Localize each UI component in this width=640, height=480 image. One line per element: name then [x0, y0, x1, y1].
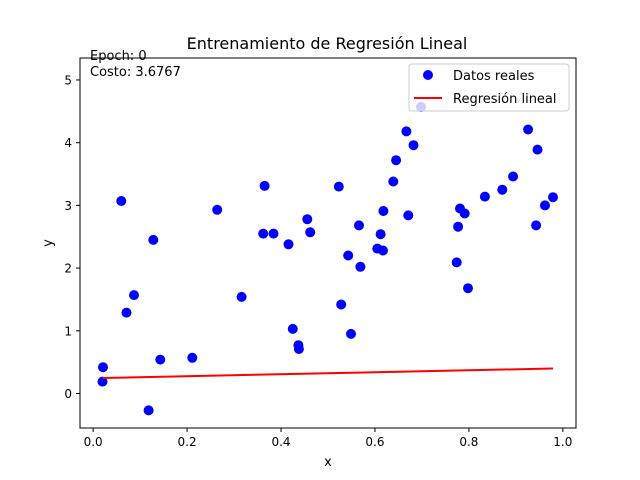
- data-point: [532, 144, 543, 155]
- data-point: [378, 206, 389, 216]
- axis-ticks: 0.0 0.2 0.4 0.6 0.8 1.0 0 1 2 3 4 5: [64, 73, 572, 449]
- data-point: [451, 257, 462, 268]
- data-point: [302, 214, 313, 225]
- data-point: [98, 362, 108, 373]
- data-point: [293, 344, 304, 354]
- legend-label-line: Regresión lineal: [453, 92, 557, 107]
- data-point: [391, 155, 402, 166]
- data-point: [463, 283, 473, 294]
- axes-frame: [79, 57, 577, 429]
- data-point: [268, 228, 279, 239]
- y-tick-label: 1: [64, 324, 72, 338]
- legend-marker-scatter: [423, 70, 433, 80]
- data-point: [283, 239, 294, 250]
- x-tick-label: 0.0: [84, 435, 103, 449]
- x-tick-label: 0.4: [271, 435, 290, 449]
- data-point: [343, 250, 354, 261]
- regression-line: [102, 367, 554, 379]
- y-tick-label: 0: [64, 387, 72, 401]
- data-point: [453, 221, 464, 232]
- plot-area: [97, 101, 558, 416]
- data-point: [155, 354, 166, 365]
- legend-label-scatter: Datos reales: [453, 69, 535, 84]
- data-point: [236, 291, 247, 302]
- x-tick-label: 1.0: [553, 435, 572, 449]
- data-point: [508, 171, 519, 182]
- x-axis-label: x: [324, 455, 332, 470]
- data-point: [305, 227, 316, 238]
- epoch-annotation: Epoch: 0: [90, 49, 147, 64]
- data-point: [129, 290, 139, 301]
- data-point: [531, 220, 542, 231]
- data-point: [116, 196, 127, 206]
- data-point: [212, 204, 223, 215]
- legend-box: [408, 63, 570, 112]
- data-point: [346, 328, 356, 339]
- data-point: [479, 191, 490, 202]
- data-point: [378, 245, 388, 256]
- data-point: [497, 184, 508, 195]
- data-point: [187, 352, 198, 363]
- data-point: [97, 376, 108, 387]
- cost-annotation: Costo: 3.6767: [90, 65, 181, 80]
- data-point: [403, 210, 414, 221]
- data-point: [375, 229, 386, 240]
- legend: Datos reales Regresión lineal: [408, 63, 570, 112]
- y-tick-label: 5: [64, 73, 72, 87]
- y-tick-label: 4: [64, 136, 72, 150]
- data-point: [540, 200, 550, 211]
- x-tick-label: 0.6: [365, 435, 384, 449]
- y-axis-label: y: [41, 239, 56, 247]
- data-point: [336, 299, 347, 310]
- x-tick-label: 0.8: [459, 435, 478, 449]
- data-point: [548, 192, 558, 203]
- data-point: [143, 405, 154, 416]
- data-point: [259, 180, 270, 191]
- data-point: [401, 126, 412, 137]
- data-point: [333, 181, 344, 192]
- data-point: [121, 307, 132, 318]
- data-point: [287, 323, 298, 334]
- data-point: [354, 220, 364, 231]
- data-point: [388, 176, 399, 187]
- chart-title: Entrenamiento de Regresión Lineal: [187, 34, 468, 53]
- y-tick-label: 2: [64, 262, 72, 276]
- data-point: [355, 261, 366, 272]
- data-point: [258, 228, 269, 239]
- data-point: [408, 140, 419, 151]
- x-tick-label: 0.2: [178, 435, 197, 449]
- y-tick-label: 3: [64, 199, 72, 213]
- data-point: [523, 124, 534, 135]
- data-point: [459, 208, 470, 219]
- data-point: [148, 234, 159, 245]
